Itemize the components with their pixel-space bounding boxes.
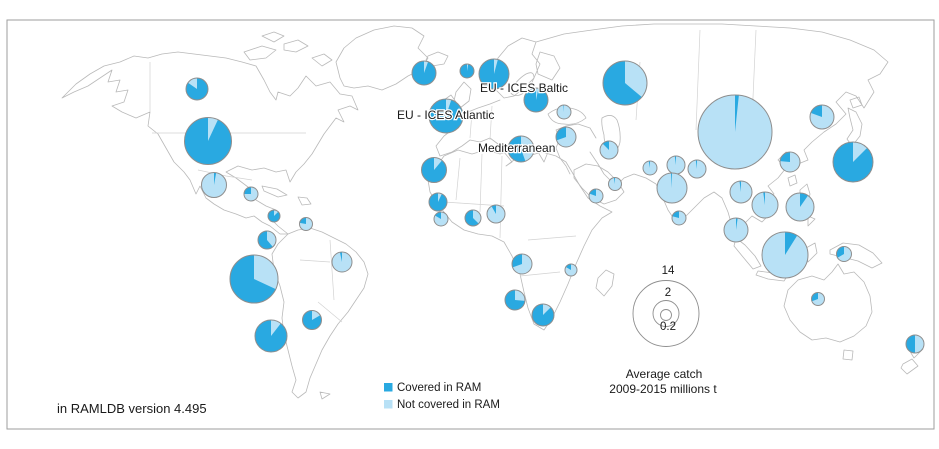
covered-swatch <box>384 383 393 392</box>
pie-eu-ices-atlantic <box>428 98 464 134</box>
pie-sri-lanka <box>671 210 687 226</box>
coastline-north-america <box>61 51 359 235</box>
not-covered-swatch <box>384 400 393 409</box>
pie-gulf-of-thailand <box>751 191 779 219</box>
footnote-ramldb-version: in RAMLDB version 4.495 <box>57 401 207 416</box>
coastline-south-america <box>271 227 369 400</box>
pie-papua-new-guinea <box>836 246 852 262</box>
pie-guatemala <box>243 186 259 202</box>
covered-label: Covered in RAM <box>397 382 481 394</box>
size-legend-ring-inner <box>660 309 672 321</box>
pie-mediterranean <box>507 135 535 163</box>
pie-namibia <box>504 289 526 311</box>
pie-layer <box>184 58 925 354</box>
pie-ghana <box>464 209 482 227</box>
coastline-iceland <box>425 51 449 67</box>
not-covered-label: Not covered in RAM <box>397 399 500 411</box>
pie-caspian-sea <box>599 140 619 160</box>
pie-senegal <box>428 192 448 212</box>
coastline-scandinavia <box>491 37 561 99</box>
coastline-caribbean <box>261 185 312 206</box>
pie-faroe-islands <box>459 63 475 79</box>
region-labels: EU - ICES Baltic EU - ICES Atlantic Medi… <box>396 80 570 157</box>
pie-peru <box>229 254 279 304</box>
pie-india-west <box>666 155 686 175</box>
pie-india-east <box>687 159 707 179</box>
pie-angola <box>511 253 533 275</box>
coastline-australia-nz <box>783 263 924 375</box>
pie-india-south <box>656 172 688 204</box>
pie-australia <box>811 292 825 306</box>
pie-greenland-iceland <box>411 60 437 86</box>
pie-norwegian-sea <box>478 58 510 90</box>
coastline-asia <box>535 23 889 237</box>
size-legend-value-middle: 2 <box>665 287 671 299</box>
pie-new-zealand <box>905 334 925 354</box>
color-legend: Covered in RAM Not covered in RAM <box>384 382 500 411</box>
pie-hudson-bay <box>185 77 209 101</box>
pie-south-africa <box>531 303 555 327</box>
pie-panama <box>299 217 313 231</box>
pie-vietnam-philippines <box>785 192 815 222</box>
coastline-greenland <box>335 25 429 91</box>
size-legend-title-line1: Average catch <box>626 367 703 381</box>
pie-malawi <box>564 263 578 277</box>
pie-malaysia <box>723 217 749 243</box>
size-legend: 14 2 0.2 Average catch 2009-2015 million… <box>609 265 717 396</box>
pie-south-korea <box>779 151 801 173</box>
pie-indonesia <box>761 231 809 279</box>
pie-turkey <box>555 126 577 148</box>
pie-pakistan <box>642 160 658 176</box>
pie-gulf-of-aden <box>588 188 604 204</box>
size-legend-title-line2: 2009-2015 millions t <box>609 382 717 396</box>
pie-nicaragua <box>267 209 281 223</box>
pie-brazil <box>331 251 353 273</box>
pie-oman <box>608 177 622 191</box>
label-eu-ices-atlantic: EU - ICES Atlantic <box>397 108 494 122</box>
label-mediterranean: Mediterranean <box>478 141 555 155</box>
pie-china <box>697 94 773 170</box>
coastline-arctic-islands <box>243 31 333 67</box>
pie-mexico <box>201 172 227 198</box>
pie-barents-sea-russia <box>602 60 648 106</box>
label-eu-ices-baltic: EU - ICES Baltic <box>480 81 568 95</box>
pie-japan-sea <box>809 104 835 130</box>
pie-argentina <box>302 310 322 330</box>
pie-nigeria <box>486 204 506 224</box>
pie-morocco-canary <box>421 157 447 183</box>
pie-black-sea <box>556 104 572 120</box>
pie-ecuador <box>257 230 277 250</box>
map-frame <box>6 19 935 430</box>
pie-us-pacific <box>184 117 232 165</box>
size-legend-value-inner: 0.2 <box>660 321 676 333</box>
coastline-baltic-sea <box>509 72 535 96</box>
size-legend-value-outer: 14 <box>662 265 675 277</box>
pie-eu-ices-baltic <box>523 87 549 113</box>
pie-chile <box>254 319 288 353</box>
pie-bay-of-bengal <box>729 180 753 204</box>
pie-japan-pacific <box>832 141 874 183</box>
pie-guinea <box>433 211 449 227</box>
